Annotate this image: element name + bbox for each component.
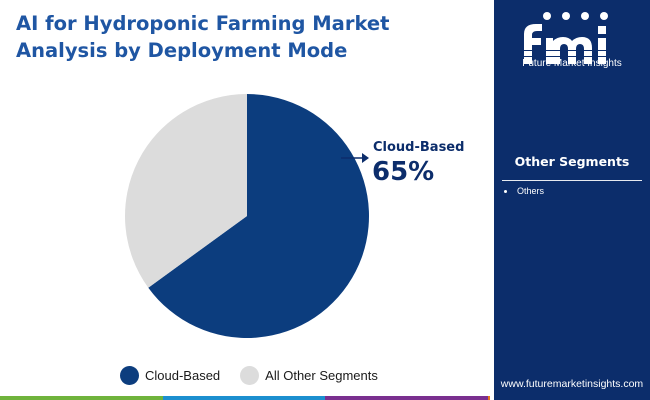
legend-item-other-segments: All Other Segments <box>240 366 378 385</box>
bottom-bar-segment <box>162 396 325 400</box>
callout-value: 65% <box>372 157 435 187</box>
other-segments-title: Other Segments <box>514 154 630 169</box>
pie-slice-all-other-segments <box>124 94 247 288</box>
sidebar-panel: Future Market Insights Other Segments Ot… <box>494 0 650 400</box>
bottom-bar-segment <box>0 396 163 400</box>
pie-chart <box>124 94 369 339</box>
chart-title: AI for Hydroponic Farming Market Analysi… <box>16 12 390 62</box>
legend-item-cloud-based: Cloud-Based <box>120 366 220 385</box>
legend: Cloud-Based All Other Segments <box>120 366 398 385</box>
fmi-logo-icon <box>522 12 612 64</box>
bullet-icon <box>504 189 507 193</box>
pie-slice-cloud-based <box>148 94 369 339</box>
logo-text: Future Market Insights <box>522 58 622 69</box>
callout-label: Cloud-Based <box>373 140 465 155</box>
legend-label-cloud-based: Cloud-Based <box>145 368 221 383</box>
segment-item-others: Others <box>504 186 544 196</box>
website-url[interactable]: www.futuremarketinsights.com <box>500 378 644 390</box>
callout-arrow-icon <box>362 153 369 163</box>
legend-label-other-segments: All Other Segments <box>265 368 378 383</box>
bottom-bar-segment <box>325 396 488 400</box>
legend-swatch-other-segments <box>240 366 260 385</box>
panel-divider <box>490 0 494 400</box>
segment-item-label: Others <box>517 186 545 196</box>
legend-swatch-cloud-based <box>120 366 139 385</box>
segments-divider <box>502 180 642 181</box>
